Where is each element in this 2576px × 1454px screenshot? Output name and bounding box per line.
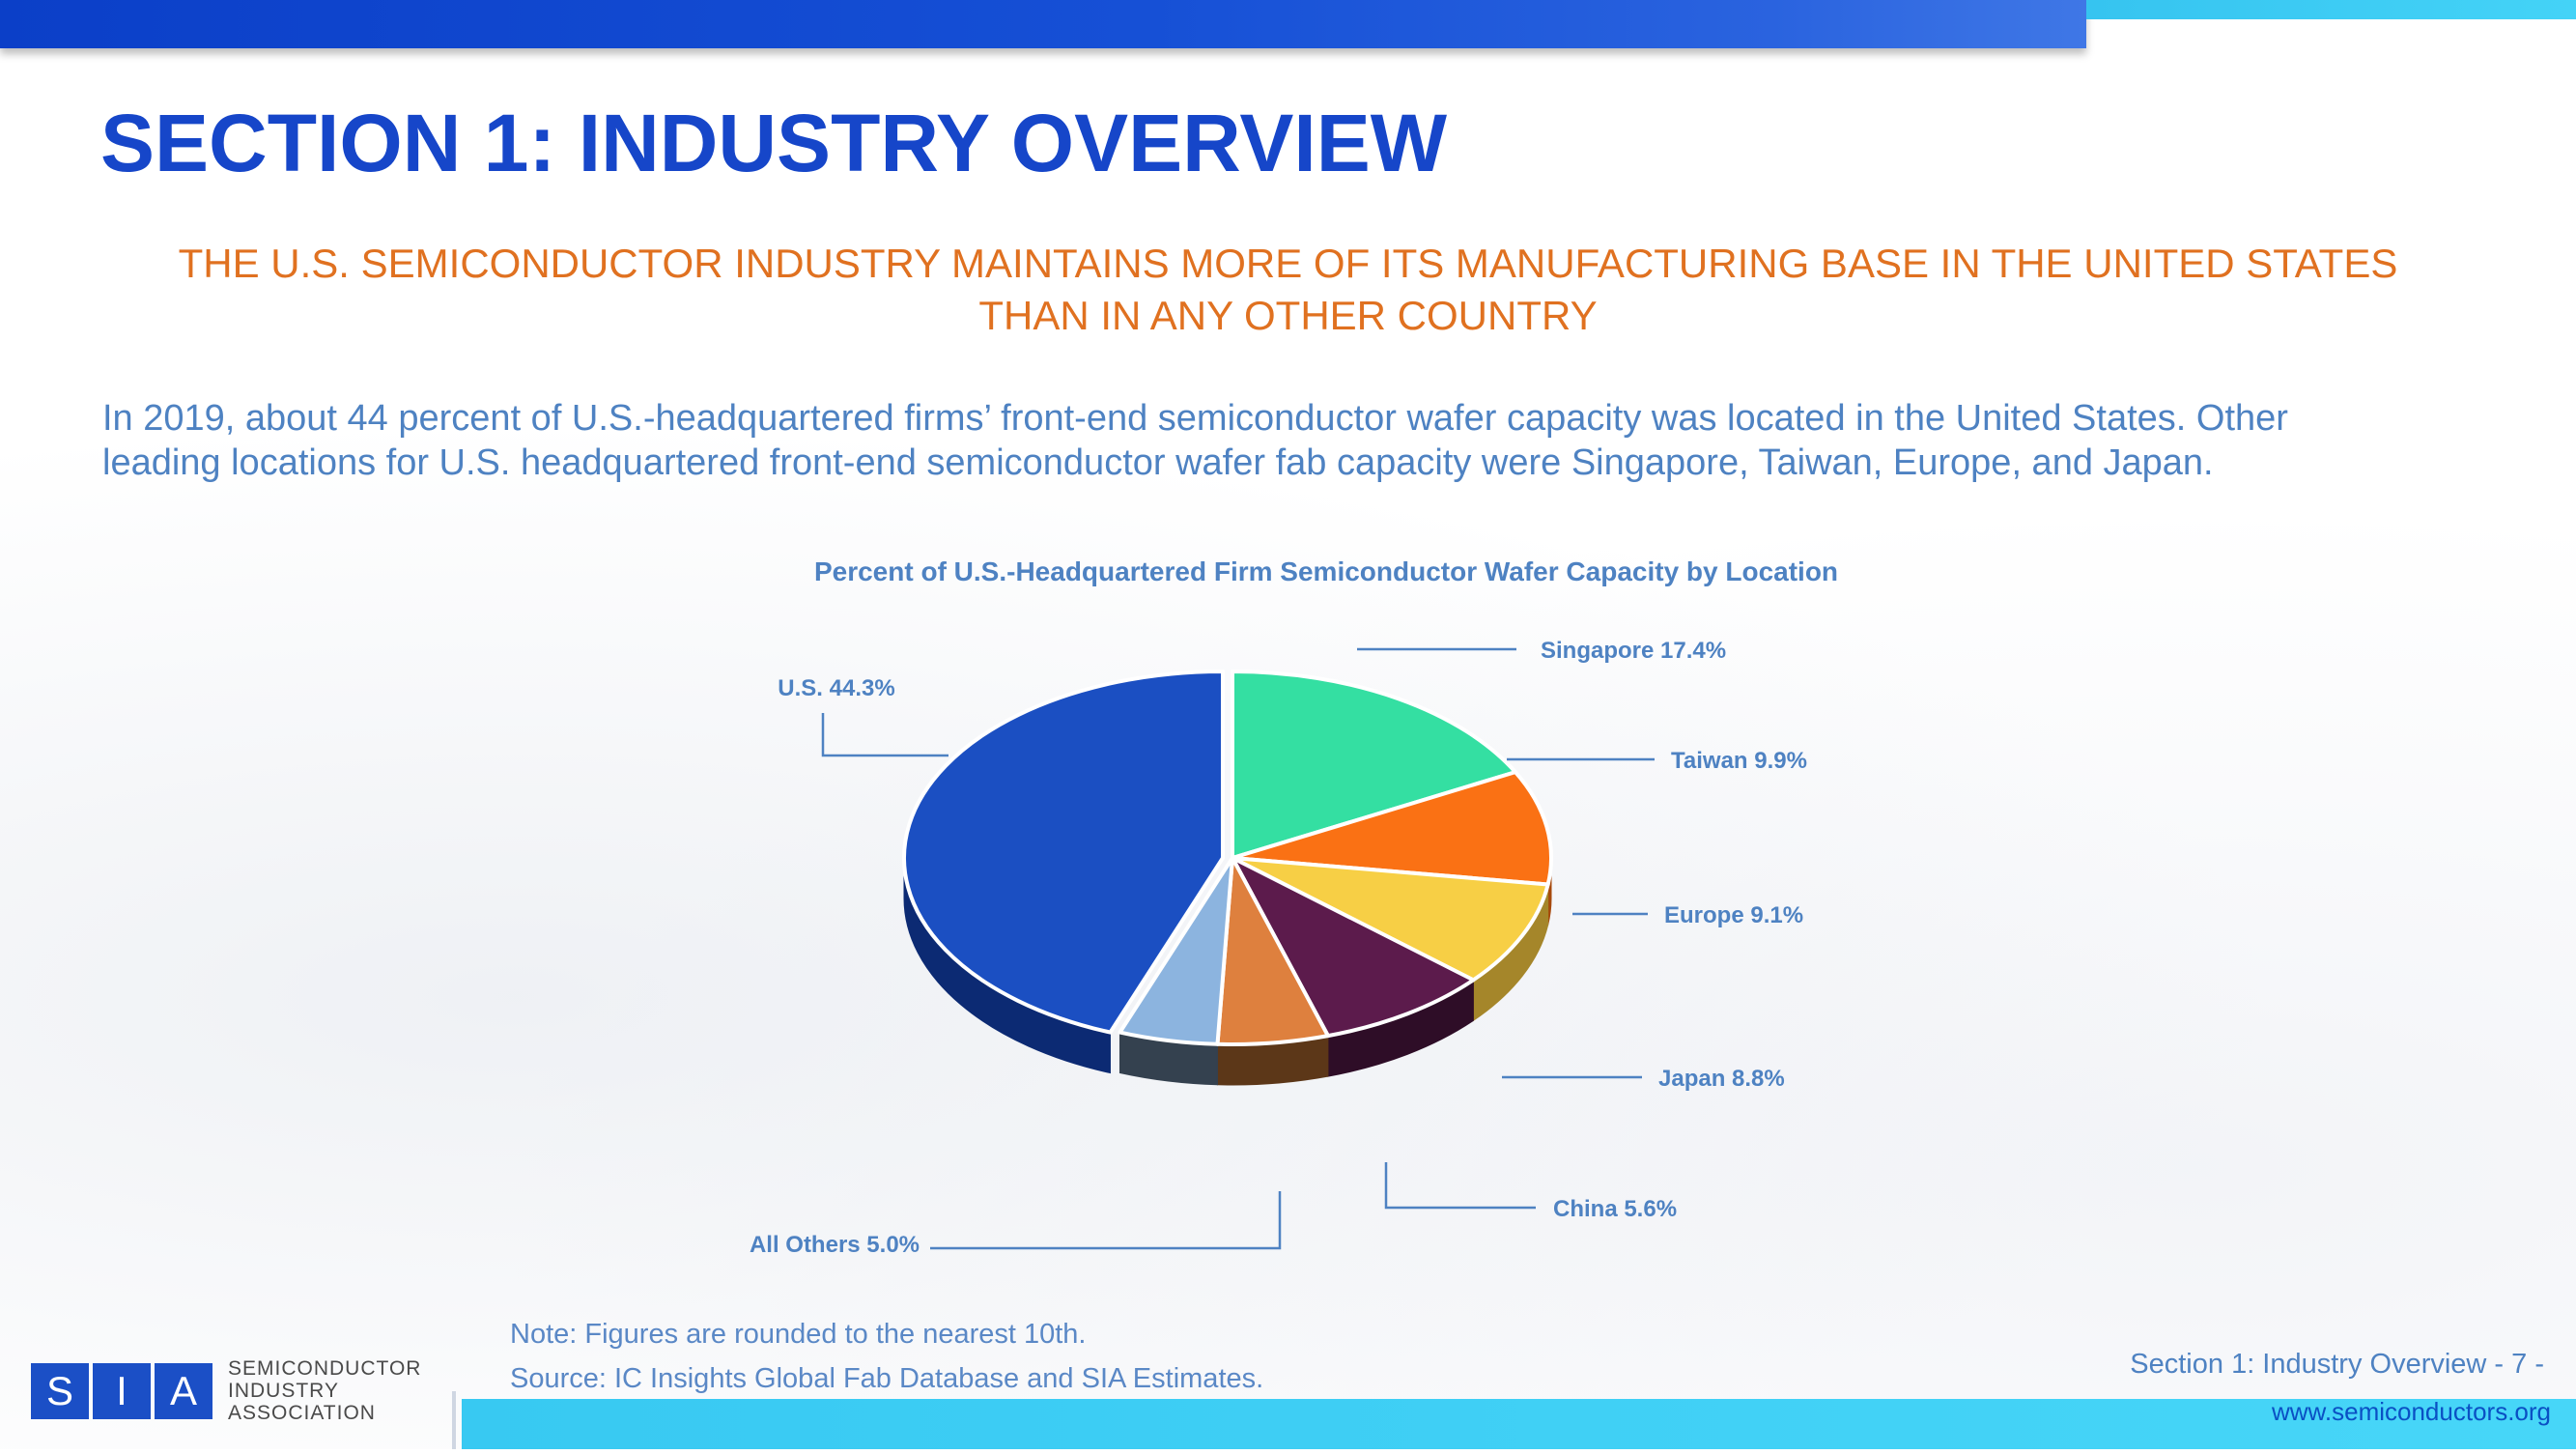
data-label-singapore: Singapore 17.4% bbox=[1541, 638, 1726, 664]
logo-line-2: INDUSTRY bbox=[228, 1380, 339, 1402]
footer-divider bbox=[452, 1391, 456, 1449]
subtitle-line-1: THE U.S. SEMICONDUCTOR INDUSTRY MAINTAIN… bbox=[178, 241, 2398, 286]
logo-letter-a: A bbox=[155, 1362, 212, 1419]
logo-line-3: ASSOCIATION bbox=[228, 1402, 376, 1424]
leader-line-u-s- bbox=[821, 713, 948, 757]
subtitle: THE U.S. SEMICONDUCTOR INDUSTRY MAINTAIN… bbox=[58, 238, 2518, 342]
page-title: SECTION 1: INDUSTRY OVERVIEW bbox=[100, 98, 1447, 188]
subtitle-line-2: THAN IN ANY OTHER COUNTRY bbox=[978, 293, 1598, 338]
note-block: Note: Figures are rounded to the nearest… bbox=[510, 1312, 1263, 1401]
body-line-2: leading locations for U.S. headquartered… bbox=[102, 442, 2214, 483]
pie-slice-singapore[interactable] bbox=[1231, 670, 1517, 860]
logo-line-1: SEMICONDUCTOR bbox=[228, 1357, 422, 1380]
body-line-1: In 2019, about 44 percent of U.S.-headqu… bbox=[102, 398, 2288, 439]
data-label-japan: Japan 8.8% bbox=[1658, 1066, 1785, 1092]
website-link[interactable]: www.semiconductors.org bbox=[2272, 1397, 2551, 1426]
data-label-all-others: All Others 5.0% bbox=[750, 1232, 920, 1258]
pie-slice-all-others[interactable] bbox=[1118, 856, 1234, 1046]
logo-letter-i: I bbox=[93, 1362, 151, 1419]
leader-line-china bbox=[1384, 1162, 1536, 1210]
source-text: Source: IC Insights Global Fab Database … bbox=[510, 1363, 1264, 1394]
logo-letter-s: S bbox=[31, 1362, 89, 1419]
data-label-u-s-: U.S. 44.3% bbox=[778, 675, 894, 701]
leader-line-all-others bbox=[930, 1191, 1282, 1250]
leader-line-layer bbox=[821, 647, 1655, 1250]
data-label-europe: Europe 9.1% bbox=[1664, 902, 1803, 928]
header-accent bbox=[2086, 0, 2576, 19]
data-label-china: China 5.6% bbox=[1553, 1196, 1677, 1222]
data-label-taiwan: Taiwan 9.9% bbox=[1671, 748, 1807, 774]
pie-slice-japan[interactable] bbox=[1231, 856, 1476, 1039]
pie-depth-layer bbox=[903, 857, 1552, 1086]
page-label: Section 1: Industry Overview - 7 - bbox=[2130, 1349, 2544, 1380]
pie-slice-europe[interactable] bbox=[1231, 856, 1550, 983]
header-bar bbox=[0, 0, 2086, 48]
data-label-layer: Singapore 17.4% Taiwan 9.9% Europe 9.1% Jap… bbox=[750, 638, 1807, 1258]
pie-slice-u-s-[interactable] bbox=[902, 670, 1225, 1035]
footer-bar bbox=[462, 1399, 2576, 1449]
sia-logo: S I A SEMICONDUCTOR INDUSTRY ASSOCIATION bbox=[31, 1357, 421, 1424]
body-paragraph: In 2019, about 44 percent of U.S.-headqu… bbox=[102, 396, 2498, 485]
logo-wordmark: SEMICONDUCTOR INDUSTRY ASSOCIATION bbox=[228, 1357, 421, 1424]
pie-slice-taiwan[interactable] bbox=[1231, 770, 1553, 887]
note-text: Note: Figures are rounded to the nearest… bbox=[510, 1319, 1087, 1350]
pie-slice-layer bbox=[902, 670, 1553, 1047]
chart-title: Percent of U.S.-Headquartered Firm Semic… bbox=[814, 556, 1838, 586]
